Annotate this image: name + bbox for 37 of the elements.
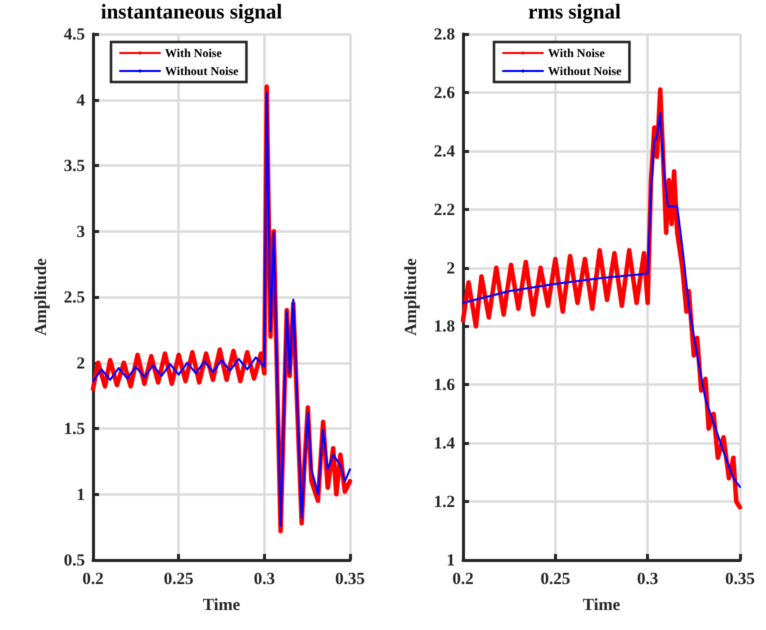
y-tick-label: 1.5	[64, 419, 85, 438]
y-tick-label: 1.4	[434, 434, 456, 453]
x-tick-label: 0.35	[335, 569, 365, 588]
y-axis-title: Amplitude	[401, 258, 420, 336]
y-tick-label: 1	[446, 550, 455, 570]
x-tick-label: 0.25	[540, 569, 570, 588]
x-tick-label: 0.2	[452, 569, 474, 588]
y-tick-label: 2.5	[64, 288, 85, 306]
legend-label: With Noise	[548, 46, 606, 60]
legend-label: Without Noise	[165, 64, 240, 78]
chart-title: instantaneous signal	[100, 0, 282, 24]
y-tick-label: 2.8	[434, 24, 455, 44]
y-tick-label: 4.5	[64, 24, 85, 44]
y-tick-label: 1.8	[434, 316, 455, 336]
y-tick-label: 2.2	[434, 200, 455, 219]
y-tick-label: 2	[76, 353, 85, 372]
chart-title: rms signal	[528, 0, 622, 24]
legend-label: With Noise	[165, 46, 222, 60]
x-axis-title: Time	[202, 595, 241, 614]
y-tick-label: 4	[76, 90, 86, 110]
y-tick-label: 1.6	[434, 375, 455, 394]
y-tick-label: 3.5	[64, 156, 85, 175]
y-tick-label: 2.4	[434, 141, 456, 160]
x-axis-title: Time	[582, 595, 621, 614]
x-tick-label: 0.2	[82, 569, 104, 588]
y-tick-label: 0.5	[64, 550, 85, 570]
y-tick-label: 3	[76, 222, 85, 241]
x-tick-label: 0.35	[725, 569, 755, 588]
legend-label: Without Noise	[548, 64, 622, 78]
y-tick-label: 1.2	[434, 492, 455, 512]
x-tick-label: 0.25	[164, 569, 194, 588]
y-tick-label: 2	[446, 258, 455, 278]
y-axis-title: Amplitude	[31, 258, 50, 336]
y-tick-label: 2.6	[434, 82, 455, 102]
x-tick-label: 0.3	[637, 569, 658, 588]
x-tick-label: 0.3	[254, 569, 275, 588]
y-tick-label: 1	[76, 484, 85, 504]
